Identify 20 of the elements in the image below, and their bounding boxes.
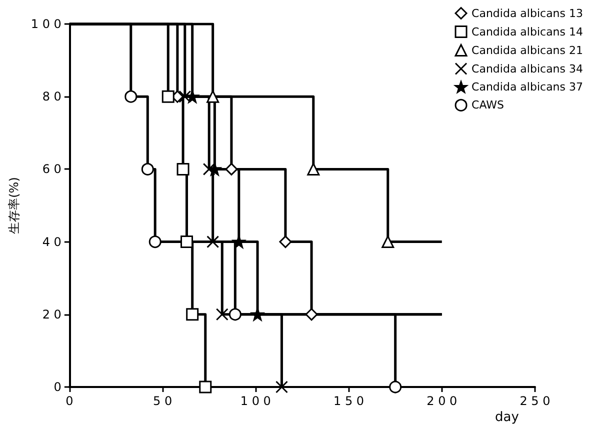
- x-tick-label: 5 0: [153, 394, 172, 408]
- x-tick-label: 1 5 0: [334, 394, 364, 408]
- legend-label: Candida albicans 14: [472, 25, 584, 38]
- legend-label: Candida albicans 34: [472, 62, 584, 76]
- x-tick-label: 2 0 0: [426, 394, 458, 408]
- y-tick-label: 4 0: [42, 234, 62, 249]
- legend-label: Candida albicans 21: [472, 44, 584, 57]
- x-axis-title: day: [495, 410, 520, 425]
- x-tick-label: 2 5 0: [520, 394, 550, 408]
- y-tick-label: 2 0: [42, 307, 62, 322]
- legend-label: Candida albicans 13: [472, 6, 584, 20]
- y-tick-label: 8 0: [42, 90, 62, 104]
- legend-label: Candida albicans 37: [472, 80, 584, 94]
- x-tick-label: 1 0 0: [240, 394, 271, 408]
- y-tick-label: 0: [54, 380, 62, 394]
- y-axis-title: 生存率(%): [7, 177, 21, 234]
- y-tick-label: 6 0: [42, 162, 62, 176]
- legend-label: CAWS: [472, 98, 504, 112]
- y-tick-label: 1 0 0: [30, 17, 62, 31]
- x-tick-label: 0: [66, 394, 74, 408]
